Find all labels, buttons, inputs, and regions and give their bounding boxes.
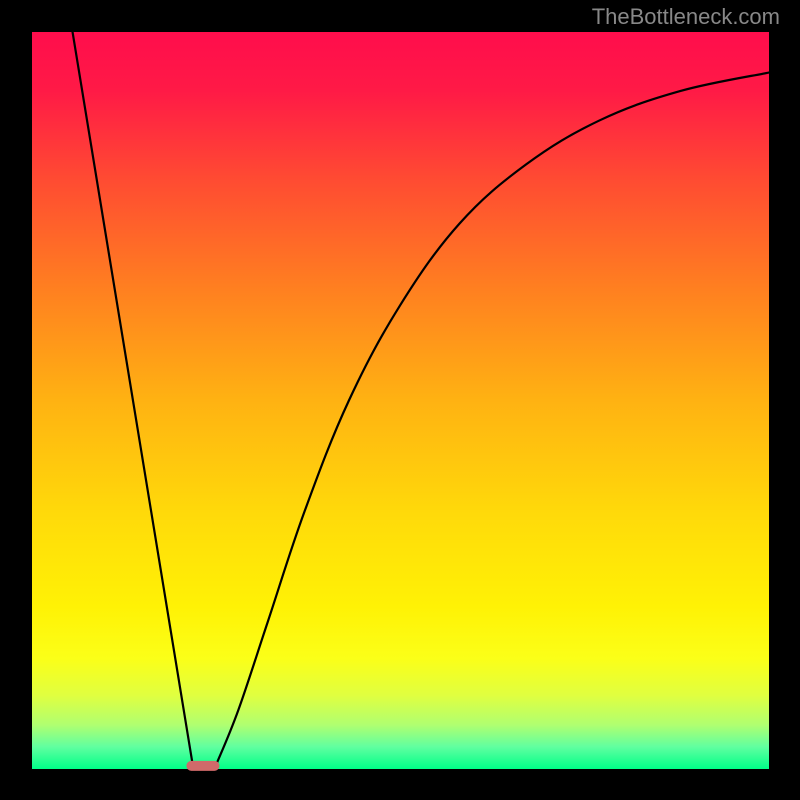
plot-area (32, 32, 769, 769)
curve-right-branch (216, 73, 769, 765)
curve-left-branch (73, 32, 193, 765)
watermark-text: TheBottleneck.com (592, 4, 780, 30)
curve-overlay (32, 32, 769, 769)
minimum-marker (186, 761, 219, 771)
